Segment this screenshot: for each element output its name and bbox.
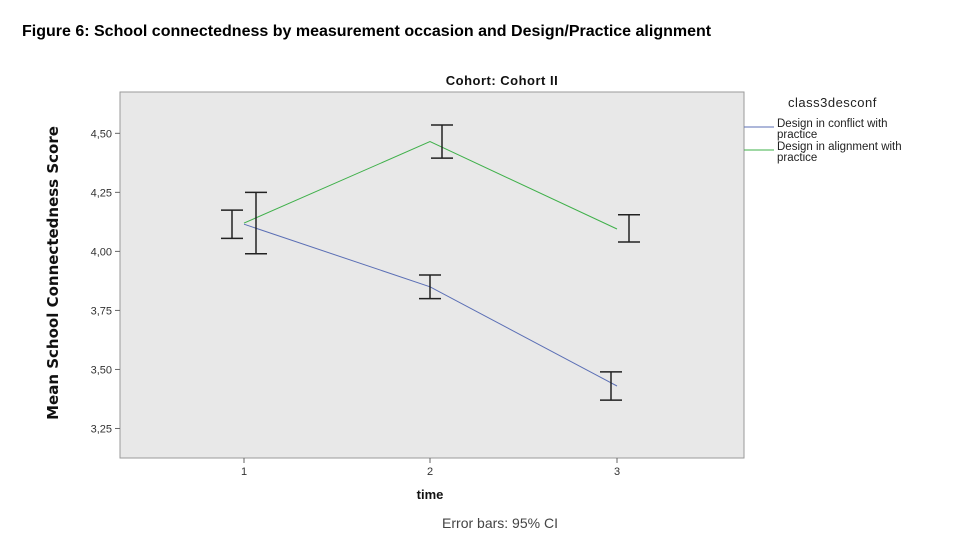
footnote-error-bars: Error bars: 95% CI xyxy=(442,515,558,531)
figure-title: Figure 6: School connectedness by measur… xyxy=(22,23,712,40)
y-tick-label: 4,50 xyxy=(91,128,112,140)
legend-label-alignment-line1: Design in alignment with xyxy=(777,141,902,153)
x-tick-label: 1 xyxy=(241,466,247,478)
y-tick-label: 4,00 xyxy=(91,246,112,258)
y-axis: 3,25 3,50 3,75 4,00 4,25 4,50 xyxy=(91,128,120,435)
x-tick-label: 3 xyxy=(614,466,620,478)
x-axis: 1 2 3 xyxy=(241,458,620,478)
error-bar xyxy=(221,209,243,240)
error-bar xyxy=(600,371,622,401)
legend-label-alignment-line2: practice xyxy=(777,152,817,164)
error-bar xyxy=(618,214,640,243)
chart-title: Cohort: Cohort II xyxy=(446,73,558,88)
y-tick-label: 4,25 xyxy=(91,187,112,199)
legend-label-conflict-line1: Design in conflict with xyxy=(777,118,888,130)
legend-title: class3desconf xyxy=(788,95,877,110)
error-bar xyxy=(419,274,441,300)
error-bar xyxy=(245,191,267,255)
series-line-alignment xyxy=(243,141,618,230)
x-axis-title: time xyxy=(417,487,444,502)
legend-label-conflict-line2: practice xyxy=(777,129,817,141)
legend: class3desconf Design in conflict with pr… xyxy=(744,95,902,164)
x-tick-label: 2 xyxy=(427,466,433,478)
y-tick-label: 3,25 xyxy=(91,423,112,435)
error-bar xyxy=(431,124,453,159)
y-tick-label: 3,50 xyxy=(91,364,112,376)
y-axis-title: Mean School Connectedness Score xyxy=(44,126,62,420)
errorbar-layer xyxy=(221,124,640,401)
y-tick-label: 3,75 xyxy=(91,305,112,317)
